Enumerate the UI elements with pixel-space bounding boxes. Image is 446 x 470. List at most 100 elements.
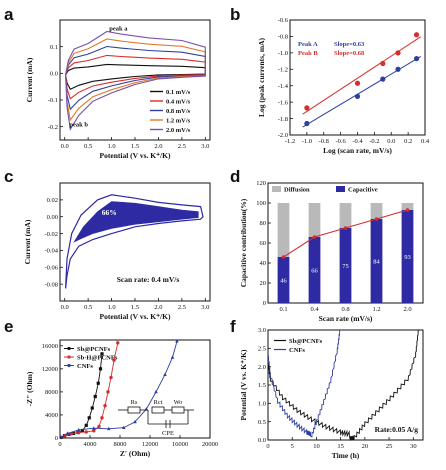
- bar-capacitive: [277, 257, 290, 303]
- y-tick-label: 20: [260, 280, 267, 287]
- x-tick-label: 1.5: [131, 143, 139, 150]
- legend-label: Peak B: [298, 50, 318, 57]
- peak-annotation: peak a: [109, 26, 128, 33]
- legend-swatch-capacitive: [336, 186, 345, 192]
- y-tick-label: -0.06: [44, 264, 58, 271]
- x-tick-label: 0.0: [61, 304, 69, 311]
- bar-diffusion: [339, 203, 352, 228]
- x-tick-label: 0: [266, 443, 269, 450]
- legend-swatch-diffusion: [272, 186, 281, 192]
- trend-point: [281, 255, 286, 259]
- bar-diffusion: [277, 203, 290, 257]
- data-point: [163, 372, 167, 376]
- panel-letter-d: d: [230, 167, 240, 186]
- data-point: [100, 352, 104, 356]
- legend-label: 1.2 mV/s: [166, 118, 191, 125]
- data-point: [106, 426, 111, 431]
- y-tick-label: -0.08: [44, 281, 58, 288]
- x-tick-label: 0: [58, 441, 61, 448]
- y-axis-label: Log (peak currents, mA): [257, 37, 266, 117]
- y-tick-label: -1.8: [278, 116, 288, 123]
- x-tick-label: 3.0: [201, 143, 209, 150]
- legend-label: Sb@PCNFs: [289, 338, 323, 345]
- data-point: [413, 32, 420, 38]
- data-point: [87, 416, 91, 420]
- y-tick-label: 0.0: [50, 71, 58, 78]
- trend-point: [374, 217, 379, 221]
- bar-value-label: 93: [404, 254, 411, 261]
- y-axis-label: -Z" (Ohm): [25, 371, 34, 406]
- x-tick-label: -0.2: [369, 138, 379, 145]
- data-point: [175, 339, 179, 343]
- x-tick-label: 25: [386, 443, 393, 450]
- x-tick-label: 0.5: [84, 304, 92, 311]
- data-point: [80, 428, 85, 433]
- x-axis-label: Log (scan rate, mV/s): [323, 146, 392, 155]
- legend-label: 0.8 mV/s: [166, 108, 191, 115]
- data-point: [103, 404, 107, 408]
- x-tick-label: 1.2: [372, 306, 380, 313]
- data-point: [304, 105, 310, 111]
- y-tick-label: -2.0: [278, 132, 288, 139]
- circuit-label-rs: Rs: [131, 399, 138, 406]
- data-point: [98, 367, 103, 371]
- panel-letter-b: b: [230, 5, 240, 24]
- data-point: [106, 390, 110, 394]
- x-tick-label: 2.0: [403, 306, 411, 313]
- cv-outline: [65, 194, 204, 289]
- bar-capacitive: [370, 219, 383, 303]
- x-tick-label: 4000: [84, 441, 97, 448]
- data-point: [84, 423, 88, 427]
- y-tick-label: 40: [260, 260, 267, 267]
- x-tick-label: 16000: [172, 441, 188, 448]
- circuit-label-rct: Rct: [153, 399, 162, 406]
- data-point: [109, 375, 113, 380]
- x-tick-label: 2.5: [178, 143, 186, 150]
- legend-marker: [67, 355, 71, 359]
- legend-label: 2.0 mV/s: [166, 127, 191, 134]
- legend-label: Diffusion: [284, 187, 310, 194]
- data-point: [354, 93, 361, 99]
- capacitive-percent-label: 66%: [102, 208, 117, 217]
- x-tick-label: -0.8: [319, 138, 329, 145]
- data-point: [154, 389, 158, 394]
- legend-label: 0.4 mV/s: [166, 99, 191, 106]
- trend-point: [405, 208, 410, 212]
- fit-line: [302, 36, 422, 115]
- legend-label: Peak A: [298, 41, 318, 48]
- bar-value-label: 46: [280, 278, 287, 285]
- x-axis-label: Scan rate (mV/s): [319, 314, 373, 323]
- bar-value-label: 66: [311, 268, 318, 275]
- data-point: [93, 394, 97, 399]
- bar-capacitive: [308, 237, 321, 303]
- y-tick-label: 80: [260, 220, 267, 227]
- bar-diffusion: [401, 203, 414, 210]
- x-tick-label: 0.2: [404, 138, 412, 145]
- panel-letter-e: e: [4, 317, 13, 336]
- data-point: [84, 430, 88, 434]
- data-point: [395, 66, 401, 72]
- data-point: [121, 425, 126, 430]
- slope-label: Slope=0.68: [334, 50, 365, 57]
- x-tick-label: 0.4: [310, 306, 319, 313]
- scan-rate-annotation: Scan rate: 0.4 mV/s: [117, 275, 180, 284]
- x-tick-label: 12000: [142, 441, 158, 448]
- x-tick-label: 15: [337, 443, 344, 450]
- x-axis-label: Potential (V vs. K⁺/K): [100, 312, 171, 321]
- panel-b-frame: [289, 19, 426, 136]
- legend-label: 0.1 mV/s: [166, 89, 191, 96]
- y-tick-label: 1.5: [258, 382, 266, 389]
- bar-capacitive: [401, 210, 414, 303]
- legend-label: CNFs: [289, 347, 305, 354]
- data-point: [90, 406, 94, 410]
- bar-diffusion: [308, 203, 321, 237]
- x-tick-label: 0.4: [421, 138, 430, 145]
- legend-label: Sb-H@PCNFs: [77, 355, 118, 362]
- y-tick-label: 0.5: [258, 419, 266, 426]
- circuit-label-cpe: CPE: [162, 430, 174, 437]
- y-tick-label: 3.0: [258, 327, 266, 334]
- slope-label: Slope=0.63: [334, 41, 365, 48]
- x-tick-label: 1.0: [108, 143, 116, 150]
- y-tick-label: 0: [263, 300, 266, 307]
- x-tick-label: -1.2: [285, 138, 295, 145]
